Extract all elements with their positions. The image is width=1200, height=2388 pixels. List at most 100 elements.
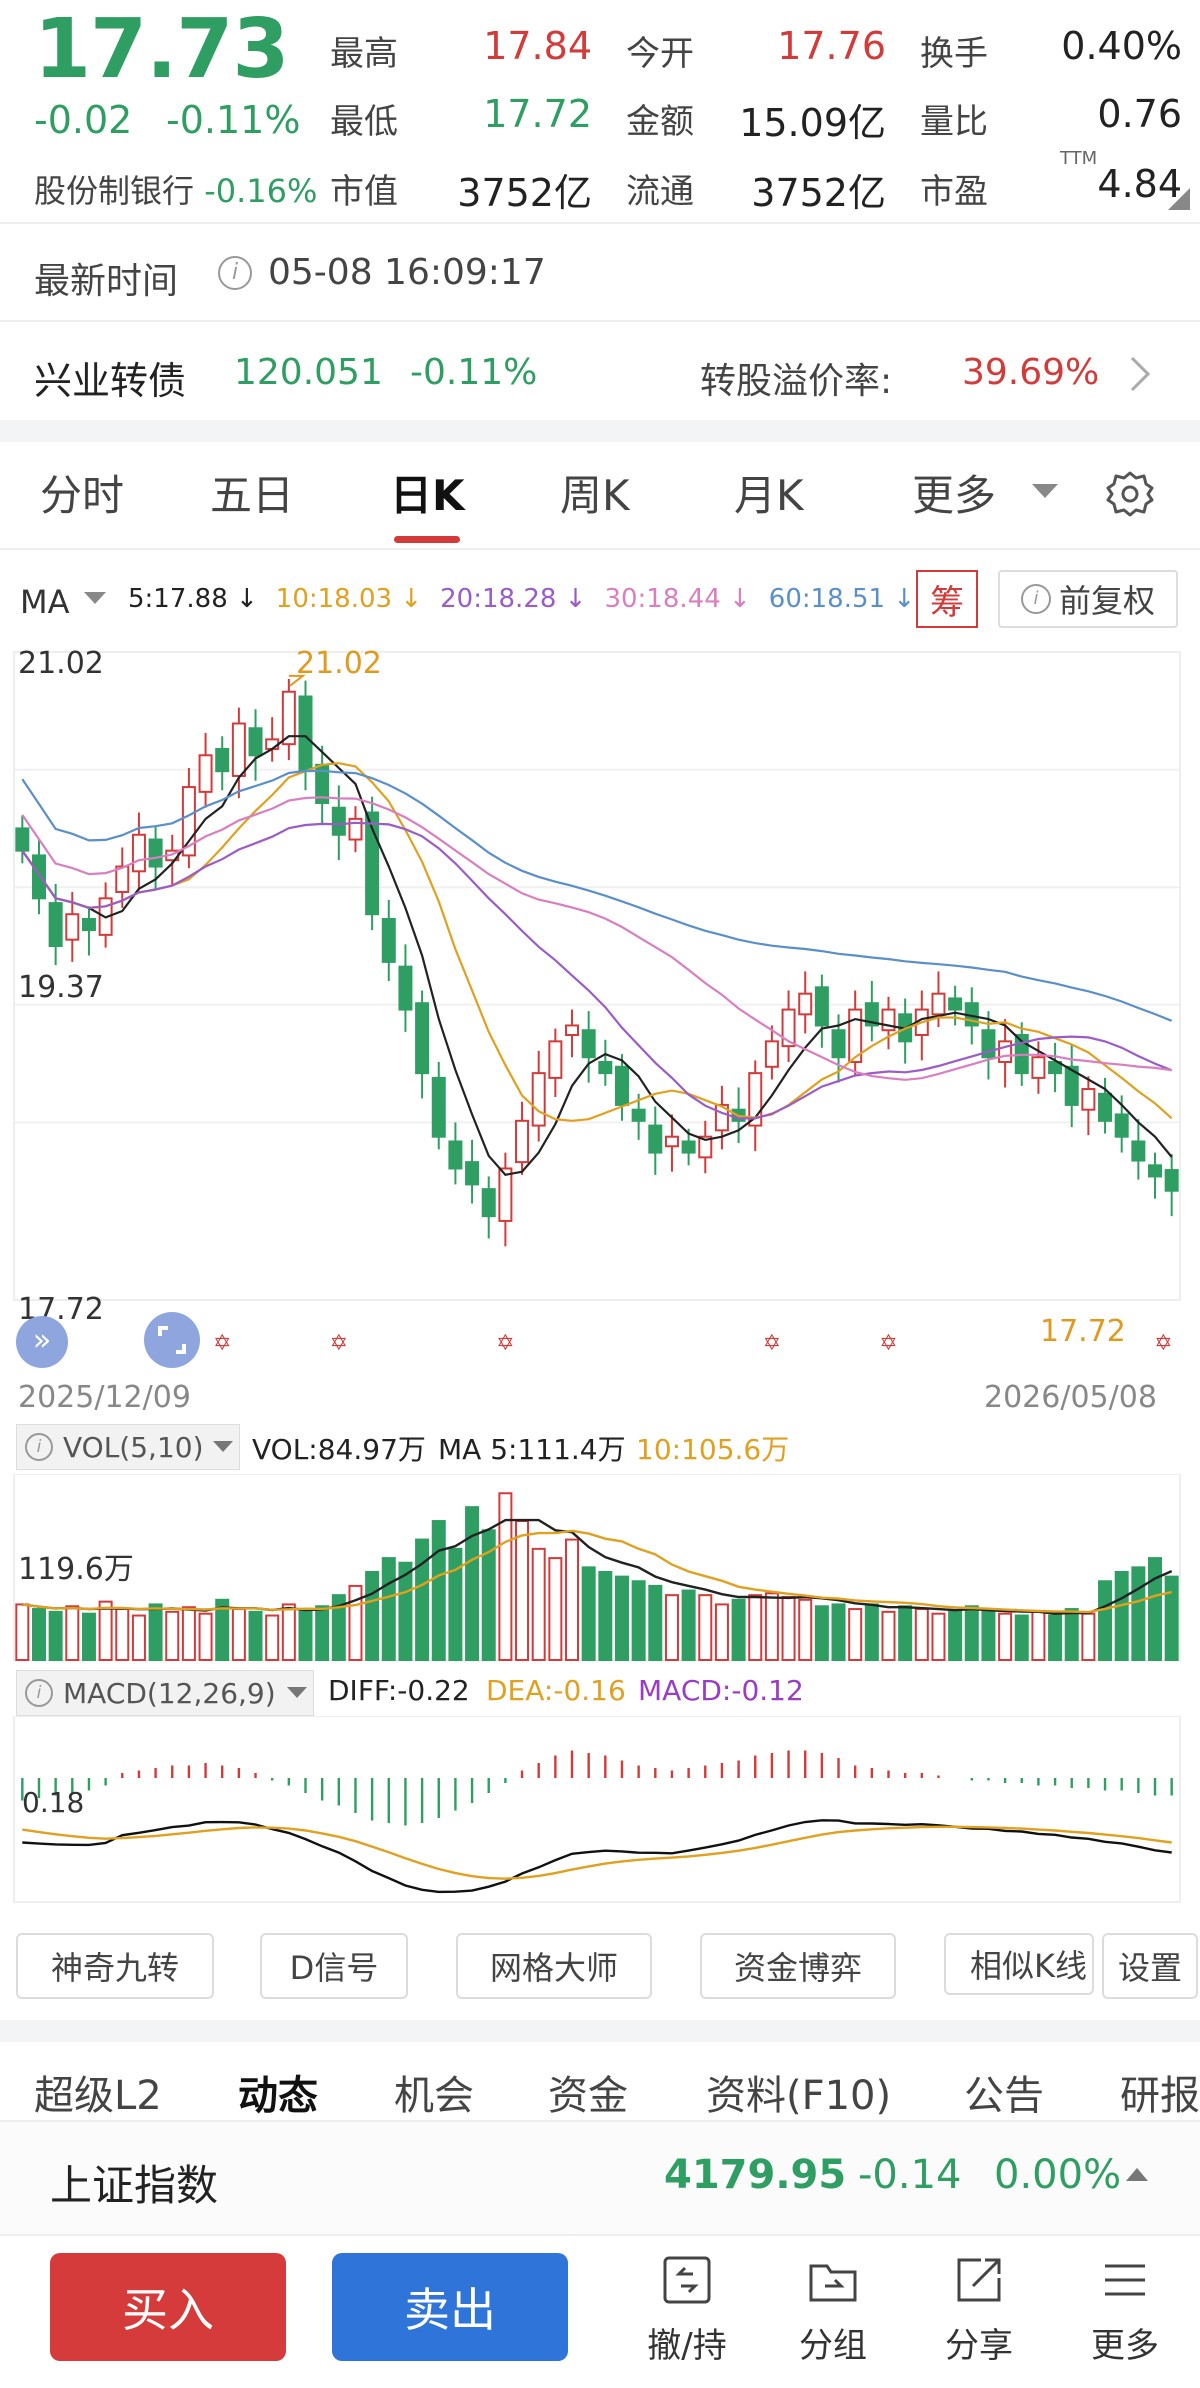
tab-research[interactable]: 研报 [1120, 2073, 1200, 2119]
ma-value-item: 10:18.03 ↓ [275, 584, 423, 614]
info-icon: i [1020, 584, 1051, 614]
candle-body [531, 1072, 546, 1127]
sell-button[interactable]: 卖出 [332, 2253, 568, 2361]
stat-label: 今开 [626, 34, 694, 74]
tool-magic-nine[interactable]: 神奇九转 [16, 1933, 214, 1999]
volume-bar [1131, 1566, 1146, 1661]
buy-button[interactable]: 买入 [50, 2253, 286, 2361]
volume-ma-line [22, 1529, 1172, 1614]
fullscreen-icon[interactable] [144, 1312, 200, 1368]
ma-caret-icon[interactable] [84, 592, 106, 606]
tab-super-l2[interactable]: 超级L2 [34, 2073, 162, 2119]
volume-bar [598, 1571, 613, 1661]
index-pct: 0.00% [994, 2152, 1122, 2198]
sector-info[interactable]: 股份制银行 -0.16% [34, 166, 317, 212]
candle-body [581, 1029, 596, 1059]
candle-body [998, 1040, 1013, 1064]
volume-bar [614, 1575, 629, 1661]
tool-d-signal[interactable]: D信号 [260, 1933, 408, 1999]
cancel-hold-action[interactable]: 撤/持 [632, 2252, 742, 2367]
stat-value: 3752亿 [457, 171, 592, 215]
candle-body [381, 917, 396, 963]
tool-fund-game[interactable]: 资金博弈 [700, 1933, 896, 1999]
more-label: 更多 [1091, 2326, 1159, 2366]
candle-body [481, 1188, 496, 1218]
fast-forward-icon[interactable]: » [16, 1316, 68, 1368]
corner-expand-icon[interactable] [1168, 188, 1190, 210]
folder-icon [809, 2264, 857, 2302]
event-marker: ✡ [879, 1331, 897, 1356]
volume-bar [764, 1592, 779, 1661]
volume-bar [1064, 1608, 1079, 1661]
volume-bar [148, 1603, 163, 1661]
volume-bar [15, 1603, 30, 1661]
vol-label: VOL(5,10) [63, 1431, 204, 1464]
adjust-mode-button[interactable]: i 前复权 [998, 570, 1178, 628]
tab-funds[interactable]: 资金 [548, 2073, 628, 2119]
candle-body [948, 997, 963, 1011]
tool-grid-master[interactable]: 网格大师 [456, 1933, 652, 1999]
tab-monthly-k[interactable]: 月K [734, 471, 804, 520]
ma-value-item: 20:18.28 ↓ [440, 584, 587, 614]
ma-value-item: 5:17.88 ↓ [128, 584, 258, 614]
stat-value: 0.40% [1061, 24, 1182, 68]
volume-bar [65, 1605, 80, 1661]
tab-more[interactable]: 更多 [912, 471, 997, 520]
tab-f10[interactable]: 资料(F10) [706, 2073, 892, 2119]
volume-bar [315, 1605, 330, 1661]
macd-chart[interactable] [0, 1716, 1200, 1906]
tab-opportunity[interactable]: 机会 [394, 2073, 474, 2119]
candle-body [648, 1124, 663, 1154]
candle-body [431, 1076, 446, 1138]
volume-ma-line [22, 1518, 1173, 1615]
candle-body [348, 817, 363, 841]
tab-announcements[interactable]: 公告 [964, 2073, 1044, 2119]
candle-body [281, 690, 296, 746]
stat-value: 17.84 [483, 24, 592, 68]
info-icon[interactable]: i [218, 256, 252, 290]
volume-bar [981, 1610, 996, 1661]
vol-ma10: 10:105.6万 [636, 1433, 790, 1466]
tool-similar-k[interactable]: 相似K线 [944, 1933, 1094, 1995]
volume-bar [1164, 1575, 1179, 1661]
volume-bar [565, 1538, 580, 1661]
y-label-max: 21.02 [18, 646, 104, 681]
tab-five-day[interactable]: 五日 [210, 471, 295, 520]
stat-value: 3752亿 [751, 171, 886, 215]
share-action[interactable]: 分享 [924, 2252, 1034, 2367]
stat-value: 15.09亿 [739, 101, 886, 145]
volume-bar [281, 1603, 296, 1661]
macd-frame [13, 1716, 1181, 1903]
kline-chart[interactable]: ✡✡✡✡✡✡✡✡ [0, 640, 1200, 1380]
chip-distribution-button[interactable]: 筹 [916, 570, 978, 628]
candle-body [814, 986, 829, 1027]
stat-value: 17.76 [777, 24, 886, 68]
dropdown-caret-icon[interactable] [1032, 484, 1058, 500]
stat-value: 4.84 [1097, 162, 1182, 206]
candle-body [631, 1108, 646, 1122]
ma-line [21, 796, 1172, 1081]
menu-icon [1105, 2264, 1145, 2296]
volume-bar [681, 1589, 696, 1661]
settings-gear-icon[interactable] [1106, 470, 1154, 518]
candle-body [681, 1140, 696, 1154]
group-action[interactable]: 分组 [778, 2252, 888, 2367]
vol-ma5: MA 5:111.4万 [438, 1433, 626, 1466]
index-ticker-bar[interactable]: 上证指数 4179.95 -0.14 0.00% [0, 2120, 1200, 2236]
candle-body [515, 1119, 530, 1164]
macd-caret-icon [287, 1687, 307, 1698]
tab-daily-k[interactable]: 日K [390, 471, 465, 520]
candle-body [1164, 1169, 1179, 1192]
more-action[interactable]: 更多 [1070, 2252, 1180, 2367]
event-marker: ✡ [763, 1331, 781, 1356]
tab-dynamics[interactable]: 动态 [238, 2073, 318, 2119]
tab-weekly-k[interactable]: 周K [560, 471, 630, 520]
volume-indicator-select[interactable]: i VOL(5,10) [16, 1424, 240, 1470]
tool-settings[interactable]: 设置 [1102, 1933, 1198, 1999]
macd-indicator-select[interactable]: i MACD(12,26,9) [16, 1670, 314, 1716]
tab-intraday[interactable]: 分时 [40, 471, 125, 520]
ma-label[interactable]: MA [20, 583, 70, 621]
cancel-hold-label: 撤/持 [647, 2326, 727, 2366]
volume-chart[interactable] [0, 1474, 1200, 1664]
volume-bar [648, 1584, 663, 1661]
